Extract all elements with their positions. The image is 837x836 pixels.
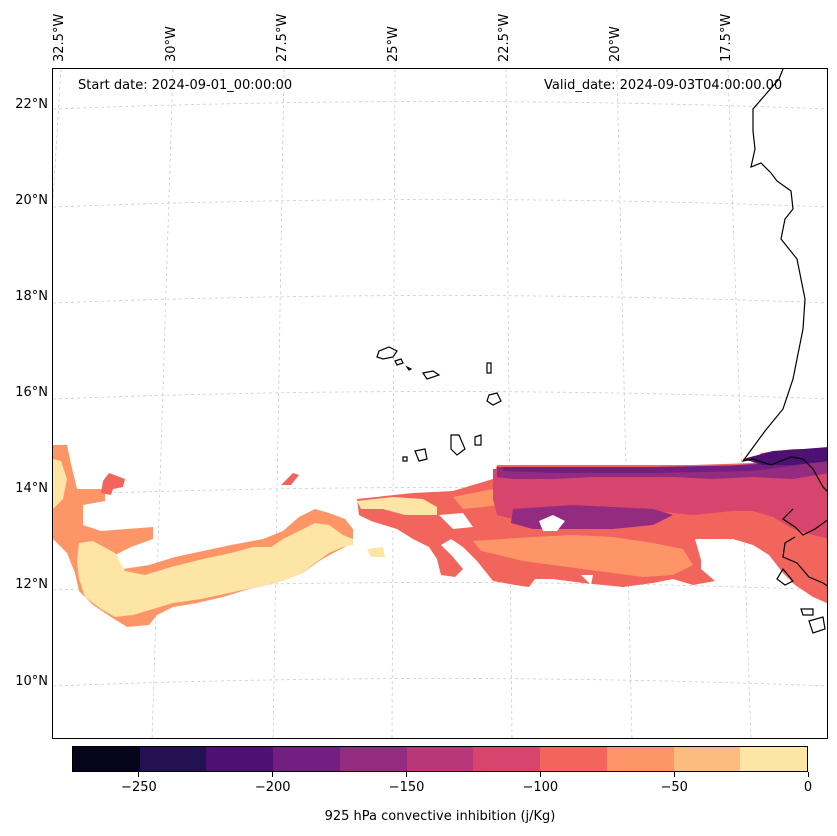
colorbar-segment bbox=[673, 747, 741, 771]
colorbar-segment bbox=[406, 747, 474, 771]
colorbar-tick-mark bbox=[138, 772, 140, 777]
africa-coastline bbox=[741, 69, 827, 587]
colorbar-title: 925 hPa convective inhibition (j/Kg) bbox=[324, 809, 556, 824]
lon-label: 20°W bbox=[608, 26, 623, 62]
cape-verde-sao-vicente bbox=[394, 358, 404, 366]
lon-label: 25°W bbox=[386, 26, 401, 62]
gridline-lon-27-5 bbox=[272, 69, 285, 738]
colorbar-segment bbox=[473, 747, 541, 771]
gridline-lat-10 bbox=[53, 678, 827, 687]
colorbar-tick-mark bbox=[807, 772, 809, 777]
cape-verde-fogo bbox=[414, 448, 428, 462]
contour-hole-1 bbox=[539, 515, 565, 531]
contour-patch-small bbox=[281, 473, 299, 485]
gridline-lon-20 bbox=[616, 69, 633, 738]
cape-verde-santa-luzia bbox=[405, 365, 413, 371]
contour-coast-dark bbox=[743, 447, 827, 465]
colorbar-tick-mark bbox=[673, 772, 675, 777]
contour-east-magenta bbox=[493, 461, 827, 539]
map-panel[interactable] bbox=[52, 68, 828, 739]
lat-label: 12°N bbox=[15, 577, 48, 592]
gridline-lat-18 bbox=[53, 295, 827, 304]
gridline-lon-32-5 bbox=[53, 69, 62, 200]
cape-verde-santiago bbox=[450, 434, 466, 456]
contour-patch-mid bbox=[367, 547, 385, 557]
colorbar-tick-label: −200 bbox=[254, 780, 291, 795]
gridline-lat-22 bbox=[53, 101, 827, 110]
lon-label: 22.5°W bbox=[497, 13, 512, 62]
colorbar-segment bbox=[139, 747, 207, 771]
cin-contours bbox=[53, 445, 827, 627]
lon-label: 17.5°W bbox=[719, 13, 734, 62]
colorbar-tick-label: −50 bbox=[660, 780, 688, 795]
lon-label: 27.5°W bbox=[275, 13, 290, 62]
colorbar-tick-mark bbox=[539, 772, 541, 777]
gridline-lon-17-5 bbox=[727, 69, 752, 738]
lat-label: 20°N bbox=[15, 193, 48, 208]
colorbar-segment bbox=[740, 747, 808, 771]
contour-east-light bbox=[357, 497, 437, 515]
contour-east-purple bbox=[497, 455, 827, 529]
contour-west-patch bbox=[101, 473, 125, 495]
contour-hole-4 bbox=[439, 513, 473, 529]
coastlines bbox=[376, 69, 827, 634]
lat-label: 22°N bbox=[15, 97, 48, 112]
cape-verde-sal bbox=[486, 362, 492, 374]
cape-verde-santo-antao bbox=[376, 346, 398, 360]
colorbar-segment bbox=[540, 747, 607, 771]
colorbar-segment bbox=[339, 747, 407, 771]
gridline-lat-16 bbox=[53, 391, 827, 400]
lat-label: 18°N bbox=[15, 289, 48, 304]
start-date-label: Start date: 2024-09-01_00:00:00 bbox=[78, 78, 293, 93]
gridline-lat-14 bbox=[53, 487, 827, 496]
contour-hole-2 bbox=[695, 539, 743, 581]
colorbar-tick-label: −150 bbox=[388, 780, 425, 795]
gridline-lon-22-5 bbox=[505, 69, 513, 738]
valid-date-label: Valid_date: 2024-09-03T04:00:00.00 bbox=[544, 78, 783, 93]
bijagos-1 bbox=[800, 608, 814, 616]
graticule bbox=[53, 69, 827, 738]
contour-east-peach bbox=[453, 485, 753, 577]
lon-label: 32.5°W bbox=[52, 13, 67, 62]
colorbar-tick-label: −100 bbox=[522, 780, 559, 795]
colorbar-tick-label: 0 bbox=[803, 780, 813, 795]
contour-west-inner bbox=[53, 459, 353, 617]
colorbar-segment bbox=[206, 747, 274, 771]
lat-label: 16°N bbox=[15, 385, 48, 400]
colorbar-segment bbox=[73, 747, 140, 771]
lat-label: 14°N bbox=[15, 481, 48, 496]
bijagos-2 bbox=[808, 616, 826, 634]
cape-verde-boa-vista bbox=[486, 392, 502, 406]
gridline-lat-20 bbox=[53, 199, 827, 208]
contour-hole-3 bbox=[581, 575, 593, 585]
colorbar-tick-label: −250 bbox=[121, 780, 157, 795]
colorbar-tick-mark bbox=[272, 772, 274, 777]
lat-label: 10°N bbox=[15, 674, 48, 689]
cape-verde-brava bbox=[402, 456, 408, 462]
colorbar-segment bbox=[273, 747, 340, 771]
colorbar bbox=[72, 746, 808, 772]
gridline-lon-25 bbox=[391, 69, 396, 738]
cape-verde-maio bbox=[474, 434, 482, 446]
map-canvas bbox=[53, 69, 827, 738]
contour-east-deep bbox=[503, 451, 827, 473]
colorbar-tick-mark bbox=[406, 772, 408, 777]
cape-verde-sao-nicolau bbox=[422, 370, 441, 380]
lon-label: 30°W bbox=[164, 26, 179, 62]
colorbar-segment bbox=[606, 747, 674, 771]
gridline-lon-30 bbox=[151, 69, 174, 738]
